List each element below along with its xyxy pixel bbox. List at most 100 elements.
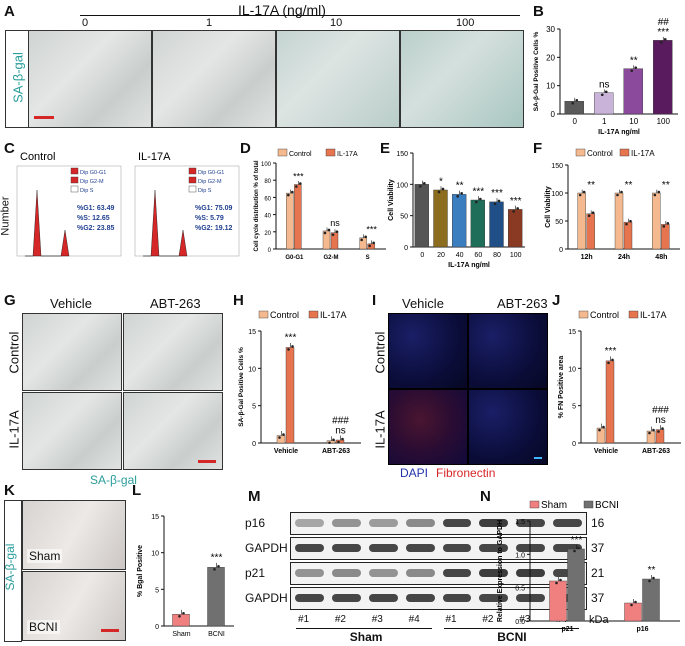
legend-swatch xyxy=(583,500,594,509)
y-tick-label: 0.0 xyxy=(515,619,525,626)
legend-swatch xyxy=(619,148,630,157)
fluorescence-image xyxy=(388,313,468,389)
bar xyxy=(322,230,331,250)
blot-kda: 37 xyxy=(591,541,605,555)
bar xyxy=(549,580,567,622)
blot-protein-label: p21 xyxy=(245,566,266,580)
data-point xyxy=(602,425,605,429)
bar xyxy=(489,201,504,248)
data-point xyxy=(652,428,655,432)
data-point xyxy=(582,190,586,194)
y-tick-label: 50 xyxy=(555,219,563,226)
significance-mark: *** xyxy=(293,171,304,181)
flow-legend-swatch xyxy=(70,176,79,184)
significance-mark: ** xyxy=(648,565,656,576)
blot-kda: 37 xyxy=(591,591,605,605)
flow-legend-label: Dip S xyxy=(198,188,212,194)
col-vehicle: Vehicle xyxy=(50,296,92,311)
significance-mark: ns xyxy=(655,415,666,426)
x-tick-label: G2-M xyxy=(324,255,339,261)
lane-label: #1 xyxy=(445,614,457,625)
blot-band xyxy=(442,569,472,577)
kda-unit: kDa xyxy=(589,614,609,626)
legend-label: Control xyxy=(270,310,299,320)
flow-group-title: IL-17A xyxy=(138,151,171,163)
x-tick-label: 10 xyxy=(629,117,638,126)
flow-legend-swatch xyxy=(70,167,79,175)
bar xyxy=(326,440,336,444)
blot-band xyxy=(516,519,546,527)
data-point xyxy=(604,90,608,94)
x-tick-label: 1 xyxy=(602,117,607,126)
bar xyxy=(507,209,523,248)
blot-band xyxy=(295,569,324,577)
blot-band xyxy=(479,519,509,527)
data-point xyxy=(662,225,666,228)
micrograph-g xyxy=(123,313,223,391)
bar xyxy=(414,184,430,248)
bar xyxy=(653,40,673,115)
chart-j: 0 5 10 15 % FN Positive area Vehicle *** ABT-26… xyxy=(558,310,681,455)
significance-mark: ** xyxy=(587,180,595,191)
blot-protein-label: GAPDH xyxy=(245,541,288,555)
bar xyxy=(605,360,615,444)
x-tick-label: 20 xyxy=(437,252,445,259)
data-point xyxy=(328,441,331,445)
data-point xyxy=(368,244,371,248)
panel-d-label: D xyxy=(240,140,251,157)
blot-band xyxy=(442,519,472,527)
y-tick-label: 10 xyxy=(546,82,555,91)
bar xyxy=(335,439,345,444)
x-tick-label: p16 xyxy=(636,626,648,633)
data-point xyxy=(287,348,290,351)
blot-group-label: Sham xyxy=(349,630,383,644)
data-point xyxy=(648,431,651,435)
data-point xyxy=(479,197,482,201)
y-tick-label: 15 xyxy=(248,329,256,336)
x-tick-label: ABT-263 xyxy=(322,448,350,455)
x-tick-label: S xyxy=(366,255,370,261)
bar xyxy=(642,578,660,622)
data-point xyxy=(616,193,619,197)
y-tick-label: 0 xyxy=(155,624,159,631)
x-tick-label: 100 xyxy=(510,252,522,259)
x-tick-label: 60 xyxy=(474,252,482,259)
panel-c-label: C xyxy=(4,140,15,157)
legend-swatch xyxy=(529,500,540,509)
data-point xyxy=(182,611,185,615)
significance-mark: *** xyxy=(657,27,669,38)
col-abt263: ABT-263 xyxy=(150,296,201,311)
y-tick-label: 0 xyxy=(551,110,556,119)
y-tick-label: 10 xyxy=(248,366,256,373)
data-point xyxy=(607,361,610,365)
y-tick-label: 5 xyxy=(572,404,576,411)
y-tick-label: 80 xyxy=(264,179,271,185)
stain-label: SA-β-gal xyxy=(3,543,17,591)
blot-band xyxy=(295,519,324,527)
significance-mark: ns xyxy=(335,425,346,436)
blot-band xyxy=(331,519,361,527)
x-tick-label: 48h xyxy=(655,254,667,261)
y-axis-label: Cell Viability xyxy=(545,186,552,228)
significance-mark: * xyxy=(439,176,443,187)
y-tick-label: 0 xyxy=(404,245,408,252)
col-abt263: ABT-263 xyxy=(497,296,548,311)
bar xyxy=(285,347,295,444)
blot-band xyxy=(331,594,361,602)
panel-h-label: H xyxy=(233,292,244,309)
significance-mark: ns xyxy=(599,80,610,91)
significance-mark: *** xyxy=(472,186,484,197)
y-tick-label: 20 xyxy=(264,231,271,237)
flow-group-title: Control xyxy=(20,151,55,163)
stain-label: SA-β-gal xyxy=(10,52,26,103)
dose-label: 1 xyxy=(206,17,213,29)
y-tick-label: 1.0 xyxy=(515,552,525,559)
x-axis-label: IL-17A ng/ml xyxy=(448,262,490,269)
blot-band xyxy=(405,544,435,552)
data-point xyxy=(652,576,655,580)
blot-band xyxy=(516,544,546,552)
legend-swatch xyxy=(325,148,336,157)
bar xyxy=(286,192,294,250)
data-point xyxy=(441,187,445,191)
